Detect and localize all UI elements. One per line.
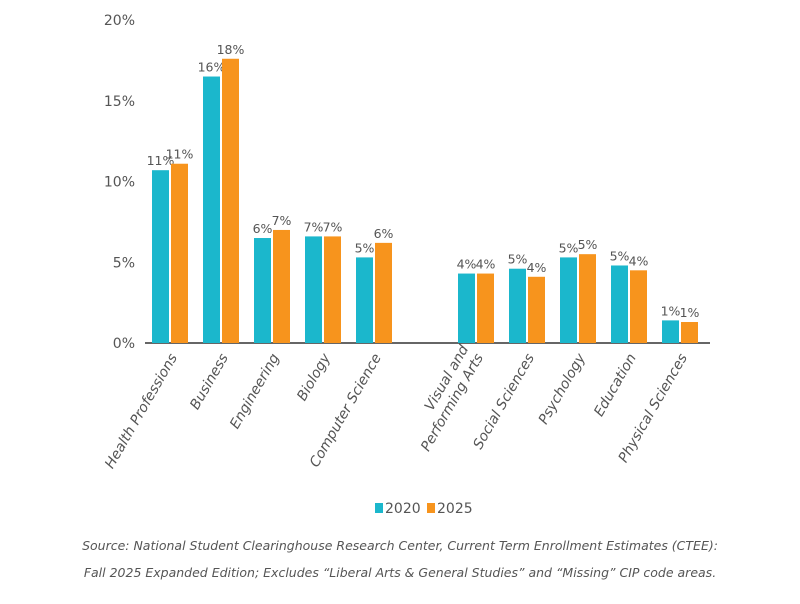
- data-label: 4%: [457, 257, 477, 272]
- bar-2025-7: [579, 254, 596, 343]
- data-label: 6%: [374, 226, 394, 241]
- bar-2020-5: [458, 273, 475, 343]
- bar-2020-0: [152, 170, 169, 343]
- bar-2025-8: [630, 270, 647, 343]
- legend-swatch-2025: [427, 503, 435, 513]
- bar-2025-3: [324, 236, 341, 343]
- bar-2025-4: [375, 242, 392, 343]
- data-label: 6%: [253, 221, 273, 236]
- x-tick-label: Psychology: [536, 350, 590, 427]
- bar-2020-4: [356, 257, 373, 343]
- data-label: 5%: [578, 237, 598, 252]
- source-note-line-1: Source: National Student Clearinghouse R…: [82, 538, 718, 553]
- y-tick-label: 0%: [113, 336, 135, 352]
- data-label: 18%: [217, 42, 245, 57]
- bar-2025-9: [681, 322, 698, 343]
- data-label: 4%: [629, 253, 649, 268]
- data-label: 1%: [680, 305, 700, 320]
- x-tick-label: Biology: [294, 350, 334, 403]
- data-label: 5%: [559, 240, 579, 255]
- y-tick-label: 20%: [104, 13, 135, 29]
- source-note-line-2: Fall 2025 Expanded Edition; Excludes “Li…: [83, 565, 717, 580]
- data-label: 7%: [304, 219, 324, 234]
- y-tick-label: 15%: [104, 94, 135, 110]
- bar-2025-6: [528, 276, 545, 343]
- data-label: 16%: [198, 60, 226, 75]
- data-label: 4%: [527, 260, 547, 275]
- bar-2020-8: [611, 265, 628, 343]
- x-tick-label: Education: [591, 351, 640, 419]
- y-tick-label: 10%: [104, 175, 135, 191]
- x-tick-label: Health Professions: [102, 351, 181, 472]
- data-label: 7%: [323, 219, 343, 234]
- bar-2020-3: [305, 236, 322, 343]
- data-label: 7%: [272, 213, 292, 228]
- bar-2025-1: [222, 58, 239, 343]
- data-label: 11%: [147, 153, 175, 168]
- bar-2020-6: [509, 268, 526, 343]
- bar-2025-0: [171, 163, 188, 343]
- data-label: 1%: [661, 303, 681, 318]
- legend-label-2025: 2025: [437, 501, 473, 517]
- bar-2025-5: [477, 273, 494, 343]
- bar-2020-7: [560, 257, 577, 343]
- legend-swatch-2020: [375, 503, 383, 513]
- x-tick-label: Engineering: [227, 351, 283, 432]
- data-label: 5%: [610, 248, 630, 263]
- bar-2020-1: [203, 76, 220, 344]
- data-label: 11%: [166, 147, 194, 162]
- bar-2020-9: [662, 320, 679, 343]
- data-label: 4%: [476, 257, 496, 272]
- legend-label-2020: 2020: [385, 501, 421, 517]
- data-label: 5%: [355, 240, 375, 255]
- data-label: 5%: [508, 252, 528, 267]
- x-tick-label: Business: [187, 351, 232, 412]
- bar-2020-2: [254, 238, 271, 343]
- y-tick-label: 5%: [113, 255, 135, 271]
- bar-2025-2: [273, 229, 290, 343]
